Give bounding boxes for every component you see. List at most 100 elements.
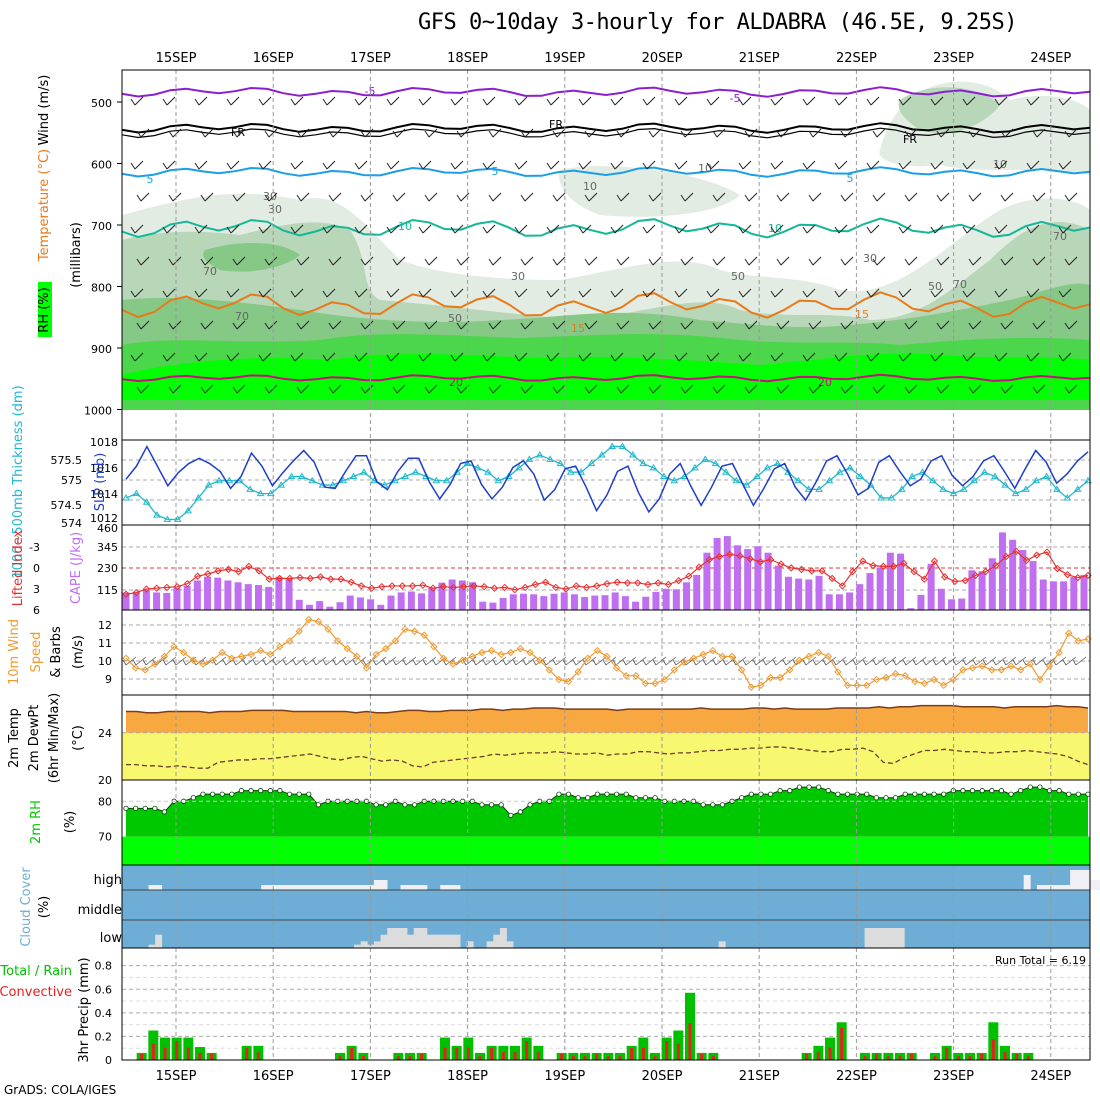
wind10-tick-label: 12 — [98, 619, 112, 632]
rh-contour-label: 30 — [863, 252, 877, 265]
wind-barb — [866, 96, 880, 106]
wind10-point — [603, 652, 611, 661]
cape-bar — [356, 597, 364, 610]
li-point — [613, 578, 621, 586]
wind-barb — [738, 160, 752, 170]
wind-barb — [706, 352, 720, 362]
thickness-point — [804, 485, 813, 492]
rh-contour-label: 70 — [1053, 230, 1067, 243]
wind-barb — [802, 96, 816, 106]
wind10-point — [757, 681, 765, 690]
wind-barb — [706, 96, 720, 106]
rh2m-point — [133, 805, 139, 811]
wind10-barb — [812, 656, 827, 666]
date-label-top: 23SEP — [933, 51, 974, 66]
thickness-point — [815, 485, 823, 492]
wind10-point — [911, 677, 919, 686]
rh-contour-label: 30 — [511, 270, 525, 283]
cape-bar — [530, 594, 538, 610]
wind10-point — [189, 656, 198, 664]
thickness-point — [649, 463, 658, 471]
wind10-barb — [922, 656, 937, 666]
date-label-bottom: 15SEP — [156, 1069, 197, 1084]
wind-barb — [834, 288, 848, 298]
rh2m-point — [258, 788, 264, 794]
wind10-barb — [302, 656, 317, 666]
precip-tick-label: 0 — [105, 1054, 112, 1067]
wind10-barb — [412, 656, 427, 666]
rh2m-point — [796, 784, 803, 790]
li-point — [900, 559, 908, 568]
isotherm-label: 10 — [398, 220, 412, 233]
li-point — [859, 557, 867, 565]
wind-barb — [744, 128, 758, 138]
wind-barb — [648, 192, 662, 202]
rh2m-units-label: (%) — [63, 811, 78, 834]
li-point — [234, 567, 243, 576]
li-point — [152, 584, 161, 592]
wind10-point — [1007, 662, 1015, 670]
wind-barb — [424, 384, 438, 394]
slp-tick-label: 1014 — [90, 488, 118, 501]
cape-bar — [367, 599, 375, 610]
wind-barb — [424, 256, 438, 266]
wind10-barb — [832, 656, 847, 666]
cape-tick-label: 230 — [97, 562, 118, 575]
li-point — [122, 590, 130, 598]
wind-barb — [546, 160, 560, 170]
precip-convective-bar — [443, 1047, 447, 1060]
wind10-point — [266, 650, 275, 659]
wind10-point — [410, 627, 419, 635]
wind-barb — [136, 256, 150, 266]
li-point — [797, 565, 806, 574]
cape-bar — [968, 570, 976, 610]
rh2m-point — [787, 788, 793, 794]
cloud-low-bar — [891, 928, 899, 948]
cape-bar — [469, 582, 477, 610]
cape-bar — [173, 587, 181, 610]
wind-barb — [616, 192, 630, 202]
cloud-high-bar — [1036, 885, 1044, 890]
wind-barb — [514, 96, 528, 106]
wind10-point — [593, 646, 602, 655]
wind10-barb — [372, 656, 387, 666]
thickness-point — [246, 485, 255, 492]
wind-barb — [578, 160, 592, 170]
li-point — [521, 583, 529, 592]
cloud-high-bar — [281, 885, 289, 890]
date-label-bottom: 19SEP — [544, 1069, 585, 1084]
wind10-point — [843, 681, 852, 690]
wind10-point — [863, 681, 871, 690]
wind10-point — [382, 644, 390, 653]
rh2m-point — [921, 791, 928, 797]
wind10-barb — [262, 656, 277, 666]
thickness-tick-label: 575 — [61, 474, 82, 487]
wind10-point — [324, 625, 332, 634]
isotherm-freezing-2 — [121, 127, 1091, 139]
wind10-barb — [662, 656, 677, 666]
wind-barb — [290, 96, 304, 106]
rh2m-point — [998, 788, 1005, 794]
rh2m-point — [123, 805, 129, 811]
wind-barb — [1032, 192, 1046, 202]
wind-barb — [680, 320, 694, 330]
thickness-point — [628, 451, 637, 458]
wind-axis-label: Wind (m/s) — [37, 75, 52, 146]
precip-convective-bar — [1026, 1056, 1030, 1060]
wind10-barb — [702, 656, 717, 666]
wind-barb — [514, 352, 528, 362]
li-point — [920, 575, 928, 583]
rh2m-point — [594, 791, 600, 797]
wind-barb — [546, 352, 560, 362]
wind-barb — [770, 160, 784, 170]
wind-barb — [738, 288, 752, 298]
wind-barb — [386, 160, 400, 170]
wind-barb — [296, 320, 310, 330]
thickness-point — [856, 472, 865, 479]
wind-barb — [962, 288, 976, 298]
wind-barb — [1032, 384, 1046, 394]
cape-bar — [428, 587, 436, 610]
li-point — [807, 567, 816, 575]
cape-bar — [978, 571, 986, 610]
cloud-high-bar — [267, 885, 275, 890]
